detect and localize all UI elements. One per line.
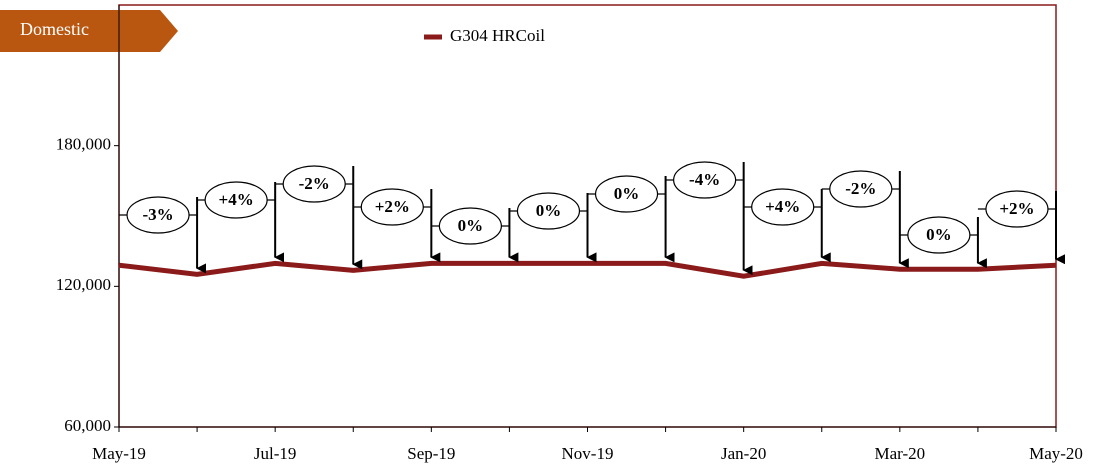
annotation-label: -2% (845, 179, 876, 198)
legend-label: G304 HRCoil (450, 26, 545, 45)
annotation-bubble (204, 181, 268, 219)
annotation-bubble (360, 188, 424, 226)
annotation-label: 0% (614, 184, 640, 203)
y-tick-label: 60,000 (64, 416, 111, 435)
annotation-label: -2% (299, 174, 330, 193)
annotation-label: +2% (375, 197, 410, 216)
annotation-label: 0% (458, 216, 484, 235)
annotation-bubble (594, 175, 659, 213)
annotation-bubble (282, 165, 346, 203)
annotation-bubble (829, 170, 893, 208)
x-tick-label: Jan-20 (721, 444, 766, 463)
annotation-label: -4% (689, 170, 720, 189)
annotation-bubble (751, 188, 815, 226)
annotation-label: +4% (219, 190, 254, 209)
annotation-bubble (907, 216, 971, 254)
annotation-bubble (126, 196, 190, 234)
x-tick-label: May-20 (1029, 444, 1083, 463)
y-tick-label: 180,000 (56, 135, 111, 154)
x-tick-label: Mar-20 (875, 444, 926, 463)
badge-text: Domestic (20, 19, 89, 39)
annotation-label: +4% (765, 197, 800, 216)
annotation-label: 0% (926, 225, 952, 244)
x-tick-label: Nov-19 (562, 444, 614, 463)
x-tick-label: Sep-19 (407, 444, 455, 463)
series-line (118, 260, 1057, 279)
annotation-label: +2% (999, 199, 1034, 218)
y-tick-label: 120,000 (56, 275, 111, 294)
badge-shape (0, 10, 178, 52)
annotation-label: 0% (536, 201, 562, 220)
x-tick-label: Jul-19 (254, 444, 297, 463)
annotation-bubble (438, 207, 502, 245)
annotation-bubble (985, 190, 1049, 228)
annotation-bubble (516, 192, 581, 230)
x-tick-label: May-19 (92, 444, 146, 463)
annotation-label: -3% (142, 205, 173, 224)
annotation-bubble (673, 161, 737, 199)
